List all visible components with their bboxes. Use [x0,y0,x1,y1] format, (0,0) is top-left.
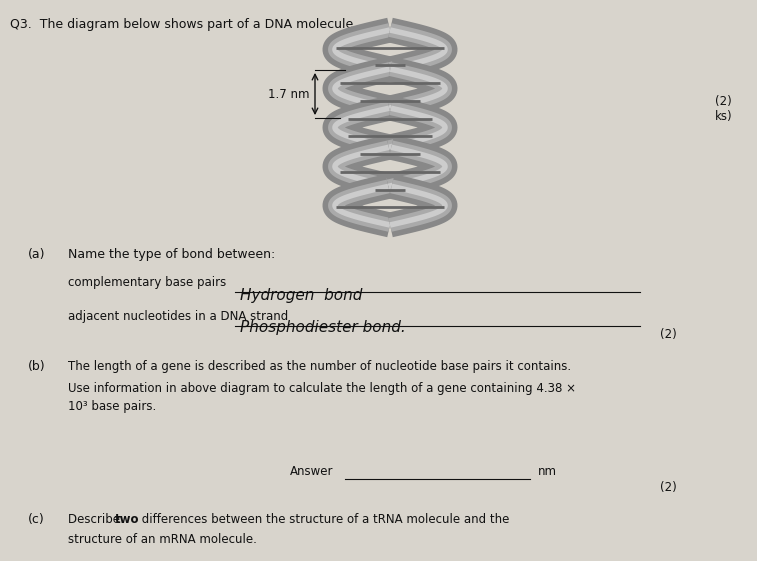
Text: Q3.  The diagram below shows part of a DNA molecule.: Q3. The diagram below shows part of a DN… [10,18,357,31]
Text: (2): (2) [660,328,677,341]
Text: 1.7 nm: 1.7 nm [269,88,310,100]
Text: (2): (2) [715,95,732,108]
Text: structure of an mRNA molecule.: structure of an mRNA molecule. [68,533,257,546]
Text: two: two [115,513,139,526]
Text: Name the type of bond between:: Name the type of bond between: [68,248,276,261]
Text: nm: nm [538,465,557,478]
Text: (2): (2) [660,481,677,494]
Text: Phosphodiester bond.: Phosphodiester bond. [240,320,406,335]
Text: Answer: Answer [290,465,334,478]
Text: ks): ks) [715,110,733,123]
Text: differences between the structure of a tRNA molecule and the: differences between the structure of a t… [138,513,509,526]
Text: adjacent nucleotides in a DNA strand: adjacent nucleotides in a DNA strand [68,310,288,323]
Text: Use information in above diagram to calculate the length of a gene containing 4.: Use information in above diagram to calc… [68,382,576,395]
Text: (c): (c) [28,513,45,526]
Text: Hydrogen  bond: Hydrogen bond [240,288,363,303]
Text: The length of a gene is described as the number of nucleotide base pairs it cont: The length of a gene is described as the… [68,360,571,373]
Text: Describe: Describe [68,513,123,526]
Text: 10³ base pairs.: 10³ base pairs. [68,400,156,413]
Text: (b): (b) [28,360,45,373]
Text: complementary base pairs: complementary base pairs [68,276,226,289]
Text: (a): (a) [28,248,45,261]
